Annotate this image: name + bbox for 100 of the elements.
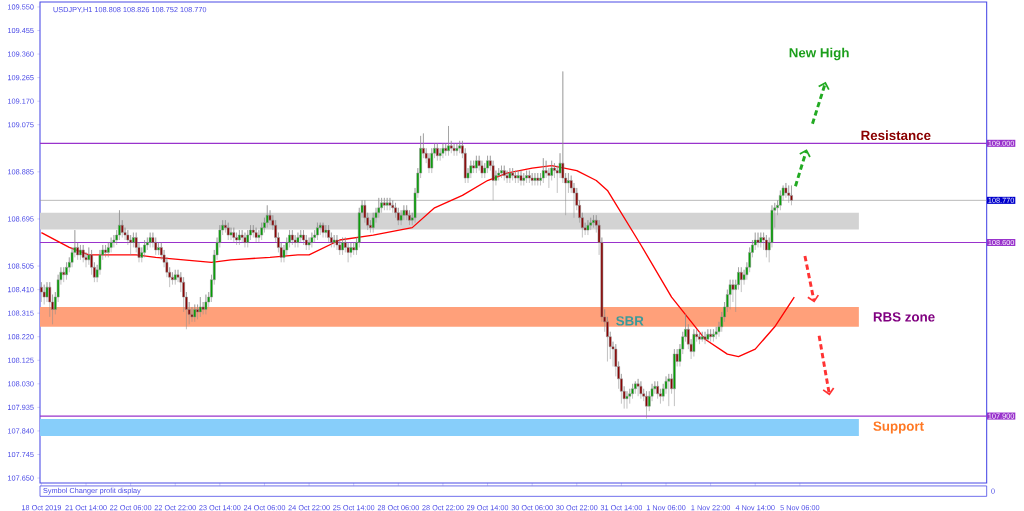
candlestick	[502, 165, 506, 181]
candlestick	[452, 143, 456, 156]
candlestick	[519, 170, 523, 186]
candlestick	[199, 296, 202, 318]
candlestick	[469, 160, 473, 179]
candlestick	[645, 390, 648, 419]
candlestick	[385, 197, 389, 211]
candlestick	[238, 229, 241, 246]
candlestick	[157, 242, 160, 256]
text: Resistance	[861, 130, 931, 141]
candlestick	[42, 284, 46, 305]
annotation: SBR	[616, 316, 644, 326]
candlestick	[525, 170, 528, 184]
candlestick	[316, 222, 319, 241]
candlestick	[171, 271, 174, 285]
candlestick	[511, 167, 514, 181]
candlestick	[787, 185, 791, 204]
candlestick	[441, 143, 445, 159]
candlestick	[728, 279, 732, 310]
candlestick	[634, 381, 637, 395]
candlestick	[533, 172, 537, 186]
candlestick	[190, 306, 194, 323]
candlestick	[589, 217, 593, 231]
band-label: Support	[873, 421, 924, 434]
candlestick	[154, 237, 158, 256]
candlestick	[383, 197, 386, 211]
candlestick	[472, 160, 475, 174]
annotation: New High	[789, 47, 849, 61]
candlestick	[706, 329, 710, 342]
candlestick	[260, 222, 264, 241]
candlestick	[447, 125, 450, 156]
candlestick	[109, 237, 113, 253]
candlestick	[254, 227, 258, 243]
candlestick	[346, 242, 350, 263]
candlestick	[40, 281, 43, 303]
candlestick	[318, 222, 322, 236]
candlestick	[765, 234, 768, 258]
candlestick	[486, 155, 489, 174]
candlestick	[304, 234, 308, 251]
candlestick	[302, 229, 305, 246]
candlestick	[480, 160, 484, 179]
candlestick	[667, 373, 671, 407]
candlestick	[341, 237, 344, 256]
candlestick	[536, 172, 540, 186]
candlestick	[458, 140, 461, 154]
candlestick	[516, 170, 520, 184]
candlestick	[118, 210, 121, 241]
candlestick	[436, 143, 439, 161]
candlestick	[112, 234, 116, 248]
candlestick	[380, 197, 383, 214]
candlestick	[636, 378, 640, 397]
candlestick	[296, 232, 300, 248]
candlestick	[293, 234, 297, 248]
candlestick	[143, 239, 146, 258]
candlestick	[505, 170, 509, 184]
candlestick	[396, 207, 400, 226]
candlestick	[173, 269, 177, 285]
candlestick	[193, 304, 197, 323]
candlestick	[698, 331, 701, 345]
candlestick	[204, 294, 208, 315]
candlestick	[79, 244, 82, 261]
candlestick	[332, 234, 336, 248]
candlestick	[321, 222, 325, 238]
candlestick	[541, 157, 545, 184]
candlestick	[251, 224, 255, 238]
candlestick	[229, 227, 233, 241]
candlestick	[475, 155, 478, 174]
candlestick	[338, 239, 342, 256]
candlestick	[235, 232, 238, 246]
candlestick	[703, 331, 707, 345]
candlestick	[335, 234, 339, 251]
candlestick	[349, 242, 353, 258]
candlestick	[299, 229, 303, 243]
candlestick	[714, 326, 718, 340]
candlestick	[246, 229, 250, 248]
candlestick	[528, 170, 531, 184]
candlestick	[700, 331, 704, 342]
candlestick	[307, 237, 311, 251]
candlestick	[739, 267, 743, 293]
candlestick	[226, 222, 230, 241]
candlestick	[784, 182, 788, 199]
candlestick	[391, 200, 395, 214]
candlestick	[352, 242, 356, 256]
candlestick	[455, 143, 459, 156]
candlestick	[388, 197, 392, 211]
candlestick	[327, 224, 330, 243]
candlestick	[129, 234, 132, 256]
candlestick	[500, 165, 503, 179]
candlestick	[497, 167, 501, 181]
candlestick	[759, 232, 763, 248]
candlestick	[243, 232, 247, 248]
candlestick	[673, 348, 676, 407]
candlestick	[240, 229, 244, 243]
candlestick	[514, 170, 517, 184]
candlestick	[709, 329, 712, 342]
candlestick	[106, 242, 110, 258]
candlestick	[625, 390, 629, 409]
candlestick	[104, 244, 107, 258]
candlestick	[756, 232, 760, 248]
candlestick	[324, 224, 328, 238]
